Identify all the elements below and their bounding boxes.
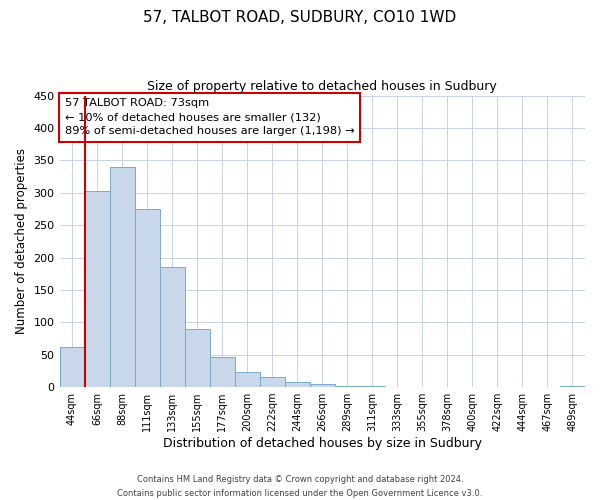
Bar <box>110 167 134 387</box>
Bar <box>560 386 585 387</box>
X-axis label: Distribution of detached houses by size in Sudbury: Distribution of detached houses by size … <box>163 437 482 450</box>
Bar <box>85 191 110 387</box>
Text: Contains HM Land Registry data © Crown copyright and database right 2024.
Contai: Contains HM Land Registry data © Crown c… <box>118 476 482 498</box>
Bar <box>59 347 85 387</box>
Text: 57 TALBOT ROAD: 73sqm
← 10% of detached houses are smaller (132)
89% of semi-det: 57 TALBOT ROAD: 73sqm ← 10% of detached … <box>65 98 355 136</box>
Bar <box>235 372 260 387</box>
Bar <box>335 386 360 387</box>
Bar <box>209 358 235 387</box>
Bar <box>260 376 285 387</box>
Bar <box>310 384 335 387</box>
Bar <box>160 267 185 387</box>
Bar <box>360 386 385 387</box>
Bar <box>285 382 310 387</box>
Bar <box>185 329 209 387</box>
Bar <box>134 209 160 387</box>
Title: Size of property relative to detached houses in Sudbury: Size of property relative to detached ho… <box>148 80 497 93</box>
Text: 57, TALBOT ROAD, SUDBURY, CO10 1WD: 57, TALBOT ROAD, SUDBURY, CO10 1WD <box>143 10 457 25</box>
Y-axis label: Number of detached properties: Number of detached properties <box>15 148 28 334</box>
